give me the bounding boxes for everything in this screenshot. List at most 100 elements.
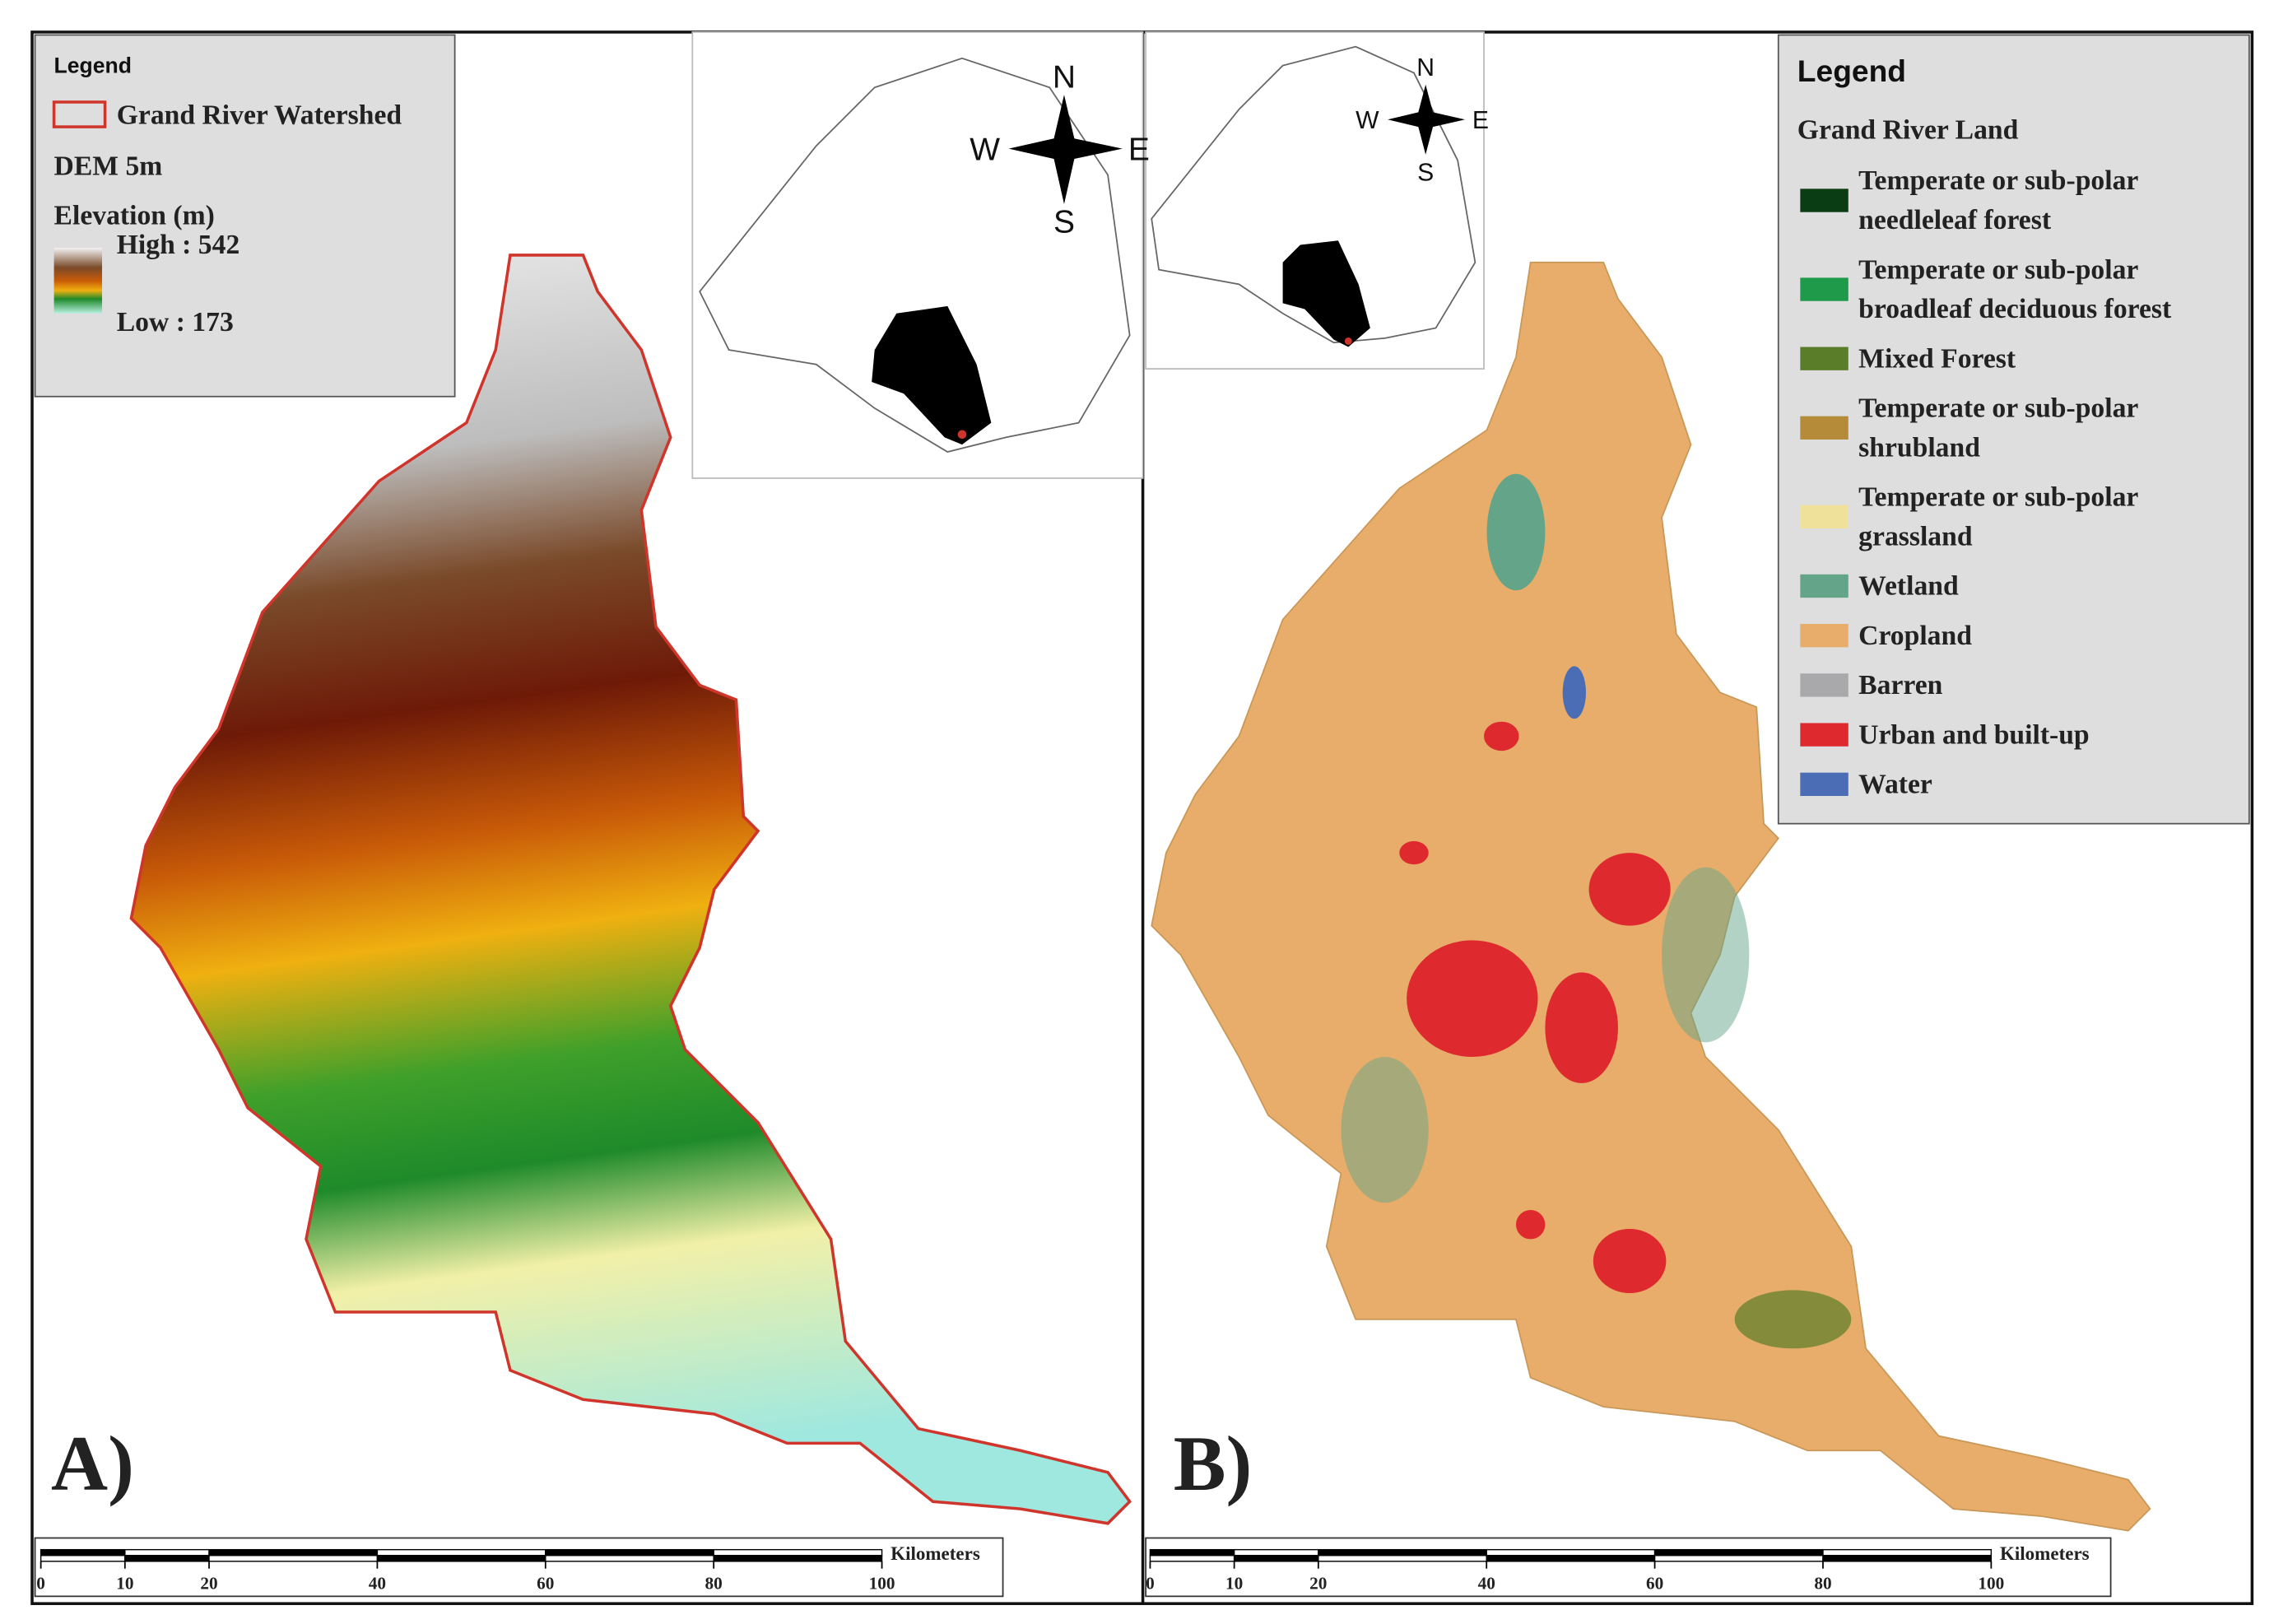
legend-swatch [1800,505,1848,529]
legend-entry: shrubland [1858,432,1980,463]
scale-label: 40 [369,1573,386,1593]
compass-label: W [1356,107,1379,134]
legend-title: Legend [54,54,132,78]
scale-segment [124,1548,210,1557]
scale-segment [1318,1548,1487,1557]
scale-label: 80 [705,1573,723,1593]
compass-rose [1008,95,1123,204]
scale-segment [1822,1548,1993,1557]
scale-label: 40 [1478,1573,1495,1593]
scale-segment [1486,1548,1656,1557]
scale-label: 0 [1146,1573,1155,1593]
legend-swatch [1800,772,1848,797]
compass-label: W [970,132,1000,167]
scale-segment [40,1548,126,1557]
scale-segment [40,1555,126,1562]
legend-swatch [1800,723,1848,747]
scale-segment [124,1555,210,1562]
ontario [1282,240,1370,347]
legend-entry: Cropland [1858,621,1972,651]
scale-label: 60 [537,1573,554,1593]
scale-box [34,1537,1004,1598]
scale-segment [713,1548,883,1557]
legend-swatch [52,100,107,128]
legend-entry: grassland [1858,521,1973,551]
legend-entry: DEM 5m [54,151,163,182]
scale-segment [1318,1555,1487,1562]
scale-label: 100 [1978,1573,2004,1593]
legend-entry: High : 542 [117,230,240,260]
legend-entry: Temperate or sub-polar [1858,165,2138,196]
scale-box [1145,1537,2112,1598]
legend-box [34,34,456,398]
legend-entry: Temperate or sub-polar [1858,482,2138,513]
scale-unit: Kilometers [2000,1543,2090,1564]
scale-segment [545,1548,714,1557]
legend-entry: Water [1858,769,1932,799]
scale-label: 10 [1225,1573,1243,1593]
scale-label: 100 [869,1573,895,1593]
scale-segment [1486,1555,1656,1562]
scale-label: 60 [1646,1573,1663,1593]
legend-entry: Mixed Forest [1858,343,2016,374]
legend-swatch [1800,624,1848,648]
scale-label: 0 [36,1573,45,1593]
legend-entry: Elevation (m) [54,201,215,231]
legend-entry: Barren [1858,670,1942,700]
legend-entry: Urban and built-up [1858,719,2089,750]
scale-label: 20 [1309,1573,1327,1593]
legend-entry: Wetland [1858,571,1959,602]
legend-title: Legend [1797,54,1906,88]
compass-label: S [1417,159,1434,186]
legend-swatch [1800,277,1848,301]
watershed-locator [957,430,967,440]
legend-box [1777,34,2250,825]
scale-unit: Kilometers [891,1543,980,1564]
legend-swatch [1800,188,1848,212]
scale-segment [1822,1555,1993,1562]
compass-rose [1388,84,1465,155]
panel-label: B) [1174,1420,1253,1507]
scale-segment [1653,1548,1824,1557]
legend-entry: Temperate or sub-polar [1858,393,2138,424]
scale-segment [545,1555,714,1562]
scale-label: 80 [1814,1573,1831,1593]
scale-segment [376,1555,546,1562]
scale-segment [208,1555,379,1562]
legend-entry: needleleaf forest [1858,205,2052,235]
scale-segment [1233,1555,1319,1562]
legend-swatch [53,248,103,314]
legend-entry: Temperate or sub-polar [1858,254,2138,285]
compass-label: S [1053,204,1075,240]
scale-label: 10 [116,1573,133,1593]
compass-label: E [1472,107,1489,134]
legend-swatch [1800,574,1848,598]
watershed-locator [1344,337,1352,345]
scale-segment [1233,1548,1319,1557]
scale-segment [376,1548,546,1557]
legend-entry: Grand River Land [1797,114,2019,145]
legend-swatch [1800,673,1848,697]
ontario [872,305,992,445]
scale-segment [713,1555,883,1562]
canada-outline [699,57,1131,453]
scale-segment [1149,1555,1235,1562]
canada-outline [1151,45,1476,344]
legend-swatch [1800,347,1848,370]
compass-label: N [1416,54,1435,81]
land-cover-map [1151,261,2151,1532]
inset-map [691,31,1144,479]
compass-label: N [1053,59,1076,95]
scale-label: 20 [200,1573,217,1593]
legend-entry: broadleaf deciduous forest [1858,294,2172,324]
scale-segment [208,1548,379,1557]
panel-label: A) [51,1420,134,1507]
legend-swatch [1800,416,1848,440]
compass-label: E [1128,132,1150,167]
scale-segment [1653,1555,1824,1562]
legend-entry: Low : 173 [117,307,234,337]
scale-segment [1149,1548,1235,1557]
legend-entry: Grand River Watershed [117,100,402,131]
